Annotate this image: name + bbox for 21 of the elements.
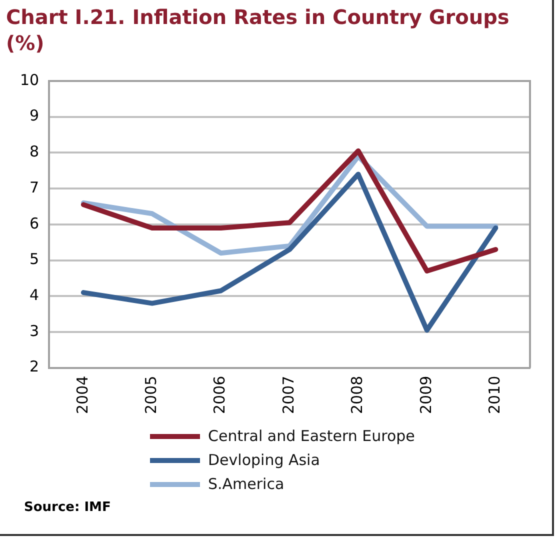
y-tick-label: 10 bbox=[20, 70, 40, 89]
chart-title: Chart I.21. Inflation Rates in Country Groups (%) bbox=[6, 4, 510, 56]
x-tick-label: 2007 bbox=[279, 376, 298, 414]
legend-label: Central and Eastern Europe bbox=[208, 427, 415, 445]
y-tick-label: 3 bbox=[30, 322, 40, 340]
y-tick-label: 8 bbox=[30, 142, 40, 161]
source-note: Source: IMF bbox=[24, 500, 111, 515]
x-tick-label: 2010 bbox=[486, 376, 504, 414]
x-tick-label: 2009 bbox=[416, 376, 435, 414]
y-tick-label: 9 bbox=[30, 106, 40, 125]
x-tick-label: 2006 bbox=[210, 376, 229, 414]
legend-label: Devloping Asia bbox=[208, 451, 320, 469]
y-tick-label: 2 bbox=[30, 358, 40, 376]
y-tick-label: 4 bbox=[30, 286, 40, 304]
y-tick-label: 5 bbox=[30, 250, 40, 268]
y-tick-label: 7 bbox=[30, 178, 40, 196]
y-tick-label: 6 bbox=[30, 214, 40, 232]
legend-label: S.America bbox=[208, 475, 284, 493]
x-tick-label: 2004 bbox=[73, 376, 92, 414]
x-tick-label: 2005 bbox=[142, 376, 160, 414]
x-tick-label: 2008 bbox=[348, 376, 366, 414]
